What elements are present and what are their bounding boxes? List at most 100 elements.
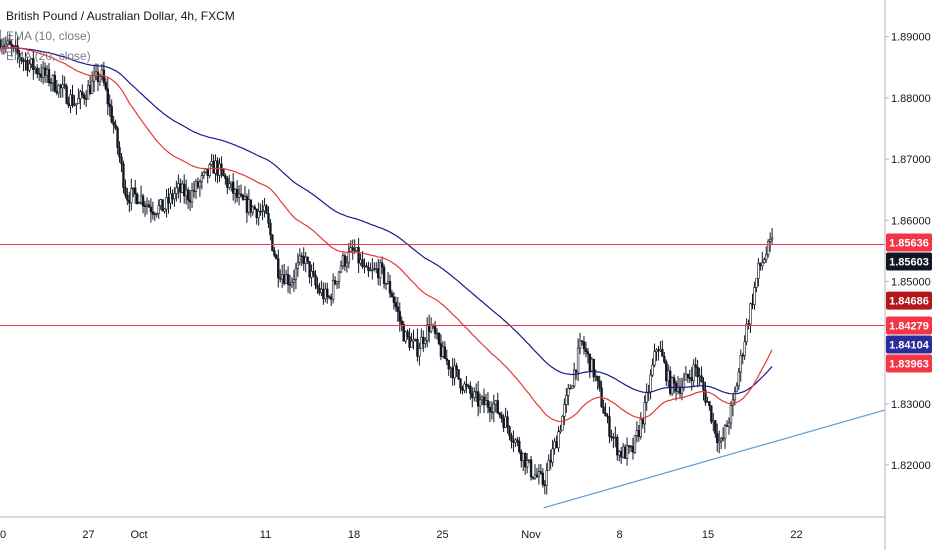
candle-body (747, 323, 750, 326)
candle-body (122, 163, 125, 188)
candle-body (588, 353, 592, 372)
candle-body (698, 375, 701, 378)
candle-body (596, 375, 599, 382)
candle-body (696, 367, 699, 378)
candle-body (418, 348, 421, 357)
candle-body (649, 374, 652, 393)
candle-body (465, 383, 468, 387)
candle-body (631, 446, 635, 453)
x-tick-label: Nov (521, 529, 541, 541)
candle-body (351, 247, 354, 251)
candle-body (512, 440, 515, 443)
candle-body (494, 400, 497, 405)
candle-body (706, 401, 709, 403)
candle-body (282, 274, 286, 284)
candle-body (2, 45, 6, 48)
candle-body (551, 448, 554, 463)
candle-body (183, 183, 186, 197)
candle-body (510, 435, 513, 442)
candle-body (502, 418, 505, 428)
candle-body (151, 211, 155, 215)
price-label-tag (886, 233, 932, 252)
candle-body (114, 124, 117, 129)
candle-body (94, 71, 98, 76)
candle-body (527, 459, 531, 461)
candle-body (316, 284, 319, 289)
candle-body (45, 69, 49, 76)
candle-body (582, 341, 586, 350)
candle-body (478, 399, 482, 407)
trendline[interactable] (543, 409, 886, 509)
candle-body (721, 437, 725, 440)
candle-body (469, 385, 472, 394)
candle-body (361, 259, 364, 268)
candle-body (684, 373, 688, 381)
candle-body (627, 445, 631, 448)
candle-body (412, 339, 415, 342)
candle-body (476, 391, 480, 407)
candle-body (496, 400, 499, 414)
candle-body (759, 262, 762, 266)
candle-body (57, 84, 60, 94)
candle-body (251, 206, 254, 213)
candle-body (416, 338, 419, 357)
candle-body (188, 199, 192, 203)
candle-body (106, 88, 109, 105)
candle-body (741, 355, 744, 357)
candle-body (86, 85, 90, 100)
x-tick-label: 11 (260, 529, 271, 541)
candle-body (139, 195, 143, 203)
candle-body (394, 302, 398, 308)
candle-body (598, 380, 601, 389)
candle-body (343, 255, 347, 267)
candle-body (112, 121, 115, 126)
price-label-text: 1.84279 (889, 321, 929, 333)
candle-body (108, 103, 111, 107)
candle-body (265, 205, 268, 214)
candle-body (514, 439, 517, 443)
candle-body (8, 40, 11, 45)
candle-body (420, 336, 423, 349)
candle-body (661, 348, 664, 357)
candle-body (537, 471, 541, 477)
candle-body (226, 178, 229, 188)
candle-body (155, 213, 158, 215)
candle-body (402, 324, 405, 342)
candle-body (273, 250, 276, 256)
candle-body (623, 446, 627, 459)
candle-body (279, 277, 282, 280)
candle-body (737, 371, 740, 387)
y-tick-label: 1.85000 (891, 276, 931, 288)
candle-body (522, 453, 525, 462)
candle-body (137, 202, 141, 205)
candle-body (61, 84, 64, 89)
candle-body (757, 262, 760, 279)
candle-body (535, 474, 539, 477)
candle-body (331, 280, 335, 300)
candle-body (500, 414, 503, 419)
candle-body (433, 325, 437, 334)
candle-body (367, 266, 370, 271)
candle-body (659, 348, 662, 352)
candle-body (645, 392, 648, 403)
candle-body (449, 367, 452, 370)
chart-title: British Pound / Australian Dollar, 4h, F… (6, 9, 235, 23)
candle-body (171, 193, 174, 200)
candle-body (390, 292, 394, 298)
candle-body (578, 340, 582, 349)
candle-body (549, 459, 552, 463)
candle-body (339, 265, 343, 273)
candle-body (308, 261, 311, 278)
candle-body (292, 279, 296, 283)
candle-body (625, 445, 629, 459)
candle-body (408, 336, 411, 348)
candle-body (565, 395, 568, 405)
candle-body (96, 71, 100, 82)
candle-body (380, 262, 384, 268)
candle-body (518, 440, 521, 453)
candle-body (302, 256, 305, 264)
candle-body (567, 387, 570, 396)
candle-body (20, 58, 23, 62)
